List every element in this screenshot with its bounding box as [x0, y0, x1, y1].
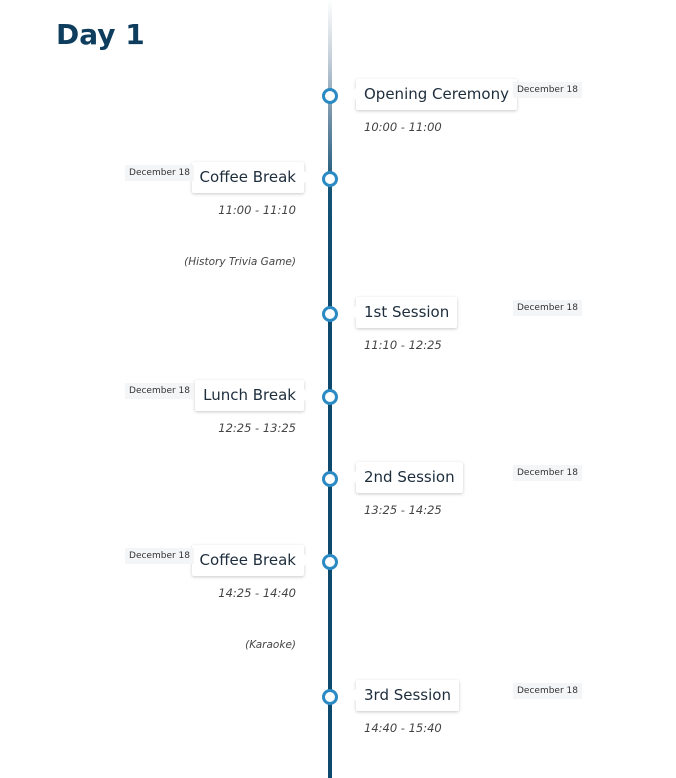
timeline-event-1st-session: 1st Session December 18 11:10 - 12:25	[0, 297, 676, 352]
event-time: 13:25 - 14:25	[364, 503, 442, 517]
event-time: 12:25 - 13:25	[218, 421, 296, 435]
event-time: 14:40 - 15:40	[364, 721, 442, 735]
timeline-dot	[322, 389, 338, 405]
event-note: (History Trivia Game)	[184, 256, 296, 268]
timeline-dot	[322, 88, 338, 104]
timeline-event-coffee-break-2: Coffee Break December 18 14:25 - 14:40 (…	[0, 545, 676, 651]
timeline-dot	[322, 554, 338, 570]
event-date-badge: December 18	[513, 82, 582, 98]
timeline-dot	[322, 689, 338, 705]
event-note: (Karaoke)	[245, 639, 296, 651]
event-date-badge: December 18	[513, 300, 582, 316]
timeline-dot	[322, 171, 338, 187]
timeline-event-lunch-break: Lunch Break December 18 12:25 - 13:25	[0, 380, 676, 435]
event-time: 14:25 - 14:40	[218, 586, 296, 600]
event-time: 10:00 - 11:00	[364, 120, 442, 134]
event-date-badge: December 18	[125, 165, 194, 181]
event-title-card[interactable]: Coffee Break	[191, 545, 311, 576]
timeline-dot	[322, 471, 338, 487]
timeline-event-opening-ceremony: Opening Ceremony December 18 10:00 - 11:…	[0, 79, 676, 134]
day-title: Day 1	[56, 18, 145, 51]
event-title-card[interactable]: 1st Session	[349, 297, 458, 328]
event-date-badge: December 18	[125, 383, 194, 399]
event-title-card[interactable]: Opening Ceremony	[350, 79, 517, 110]
event-title-card[interactable]: 2nd Session	[350, 462, 463, 493]
timeline-event-3rd-session: 3rd Session December 18 14:40 - 15:40	[0, 680, 676, 735]
event-time: 11:00 - 11:10	[218, 203, 296, 217]
event-title-card[interactable]: Coffee Break	[191, 162, 311, 193]
event-date-badge: December 18	[513, 683, 582, 699]
timeline-event-coffee-break-1: Coffee Break December 18 11:00 - 11:10 (…	[0, 162, 676, 268]
event-title-card[interactable]: Lunch Break	[195, 380, 310, 411]
event-date-badge: December 18	[125, 548, 194, 564]
timeline-dot	[322, 306, 338, 322]
timeline-event-2nd-session: 2nd Session December 18 13:25 - 14:25	[0, 462, 676, 517]
event-title-card[interactable]: 3rd Session	[350, 680, 459, 711]
event-time: 11:10 - 12:25	[364, 338, 442, 352]
event-date-badge: December 18	[513, 465, 582, 481]
